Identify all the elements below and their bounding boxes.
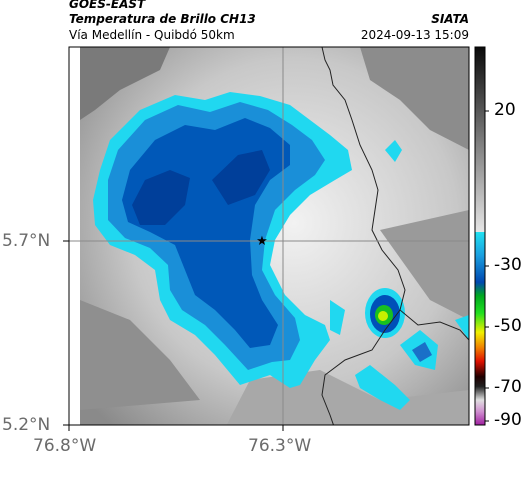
lon-tick-label: 76.3°W	[248, 436, 312, 456]
axis-ticks	[63, 240, 284, 431]
lon-tick-label: 76.8°W	[33, 436, 97, 456]
colorbar	[474, 46, 489, 426]
lat-tick-label: 5.7°N	[2, 231, 51, 251]
colorbar-label: -30	[494, 255, 522, 275]
star-icon: ★	[256, 234, 268, 249]
product-title: Temperatura de Brillo CH13	[69, 12, 256, 26]
plot-frame	[68, 46, 470, 426]
colorbar-label: -50	[494, 316, 522, 336]
timestamp: 2024-09-13 15:09	[360, 28, 469, 42]
route-subtitle: Vía Medellín - Quibdó 50km	[69, 28, 235, 42]
colorbar-label: -70	[494, 377, 522, 397]
satellite-name: GOES-EAST	[69, 0, 146, 11]
colorbar-label: 20	[494, 100, 516, 120]
org-label: SIATA	[431, 12, 469, 26]
cloud-field	[69, 47, 469, 425]
lat-tick-label: 5.2°N	[2, 415, 51, 435]
colorbar-label: -90	[494, 410, 522, 430]
